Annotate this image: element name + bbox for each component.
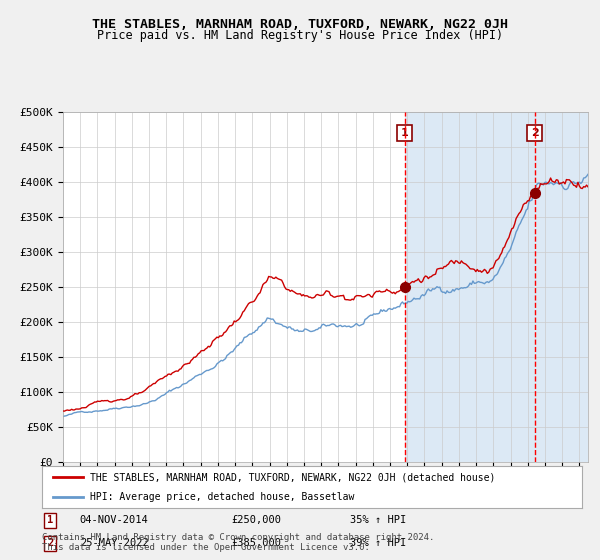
Text: 2: 2	[531, 128, 539, 138]
Text: THE STABLES, MARNHAM ROAD, TUXFORD, NEWARK, NG22 0JH (detached house): THE STABLES, MARNHAM ROAD, TUXFORD, NEWA…	[89, 473, 495, 482]
Text: 25-MAY-2022: 25-MAY-2022	[80, 538, 149, 548]
Text: 39% ↑ HPI: 39% ↑ HPI	[350, 538, 406, 548]
Text: THE STABLES, MARNHAM ROAD, TUXFORD, NEWARK, NG22 0JH: THE STABLES, MARNHAM ROAD, TUXFORD, NEWA…	[92, 18, 508, 31]
Text: This data is licensed under the Open Government Licence v3.0.: This data is licensed under the Open Gov…	[42, 543, 370, 552]
Text: Price paid vs. HM Land Registry's House Price Index (HPI): Price paid vs. HM Land Registry's House …	[97, 29, 503, 42]
Text: HPI: Average price, detached house, Bassetlaw: HPI: Average price, detached house, Bass…	[89, 492, 354, 502]
Bar	[404, 112, 588, 462]
Text: Contains HM Land Registry data © Crown copyright and database right 2024.: Contains HM Land Registry data © Crown c…	[42, 533, 434, 542]
Text: 2: 2	[47, 538, 53, 548]
Text: 1: 1	[401, 128, 409, 138]
Text: 1: 1	[47, 515, 53, 525]
Text: £385,000: £385,000	[231, 538, 281, 548]
Text: 04-NOV-2014: 04-NOV-2014	[80, 515, 149, 525]
Text: £250,000: £250,000	[231, 515, 281, 525]
Text: 35% ↑ HPI: 35% ↑ HPI	[350, 515, 406, 525]
